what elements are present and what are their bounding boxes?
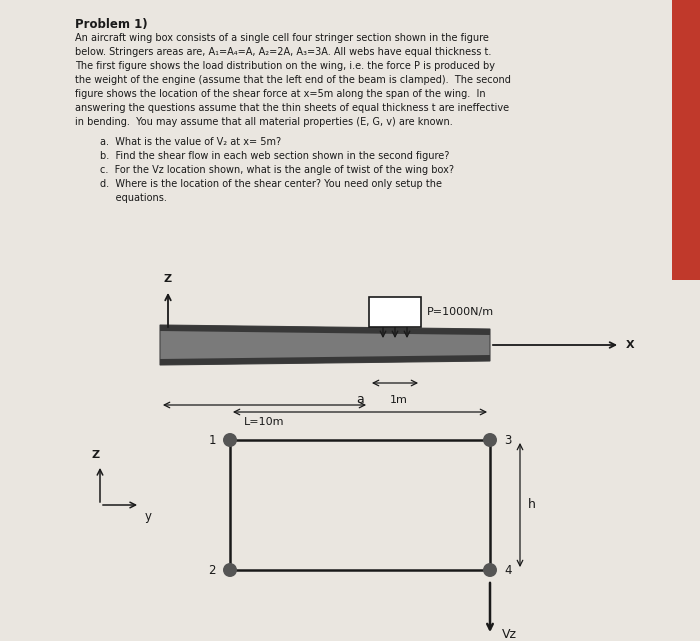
Text: 1m: 1m	[390, 395, 408, 405]
Text: a.  What is the value of V₂ at x= 5m?: a. What is the value of V₂ at x= 5m?	[100, 137, 281, 147]
Text: 1: 1	[209, 433, 216, 447]
Circle shape	[223, 563, 237, 577]
Text: 4: 4	[504, 563, 512, 576]
Text: An aircraft wing box consists of a single cell four stringer section shown in th: An aircraft wing box consists of a singl…	[75, 33, 489, 43]
Bar	[369, 297, 421, 327]
Polygon shape	[160, 325, 490, 365]
Text: d.  Where is the location of the shear center? You need only setup the: d. Where is the location of the shear ce…	[100, 179, 442, 189]
Polygon shape	[160, 325, 490, 335]
Text: c.  For the Vz location shown, what is the angle of twist of the wing box?: c. For the Vz location shown, what is th…	[100, 165, 454, 175]
Circle shape	[223, 433, 237, 447]
Text: Problem 1): Problem 1)	[75, 18, 148, 31]
Text: a: a	[356, 393, 364, 406]
Text: L=10m: L=10m	[244, 417, 285, 427]
Text: Z: Z	[92, 450, 100, 460]
Text: equations.: equations.	[100, 193, 167, 203]
Text: answering the questions assume that the thin sheets of equal thickness t are ine: answering the questions assume that the …	[75, 103, 509, 113]
Text: h: h	[528, 499, 536, 512]
Text: y: y	[145, 510, 152, 523]
Text: figure shows the location of the shear force at x=5m along the span of the wing.: figure shows the location of the shear f…	[75, 89, 486, 99]
Bar	[672, 0, 700, 280]
Text: in bending.  You may assume that all material properties (E, G, v) are known.: in bending. You may assume that all mate…	[75, 117, 453, 127]
Text: b.  Find the shear flow in each web section shown in the second figure?: b. Find the shear flow in each web secti…	[100, 151, 449, 161]
Polygon shape	[160, 355, 490, 365]
Text: Z: Z	[164, 274, 172, 284]
Text: 2: 2	[209, 563, 216, 576]
Text: below. Stringers areas are, A₁=A₄=A, A₂=2A, A₃=3A. All webs have equal thickness: below. Stringers areas are, A₁=A₄=A, A₂=…	[75, 47, 491, 57]
Text: X: X	[626, 340, 635, 350]
Text: 3: 3	[504, 433, 512, 447]
Circle shape	[483, 433, 497, 447]
Text: Vz: Vz	[502, 628, 517, 641]
Circle shape	[483, 563, 497, 577]
Text: P=1000N/m: P=1000N/m	[427, 307, 494, 317]
Text: the weight of the engine (assume that the left end of the beam is clamped).  The: the weight of the engine (assume that th…	[75, 75, 511, 85]
Text: The first figure shows the load distribution on the wing, i.e. the force P is pr: The first figure shows the load distribu…	[75, 61, 495, 71]
